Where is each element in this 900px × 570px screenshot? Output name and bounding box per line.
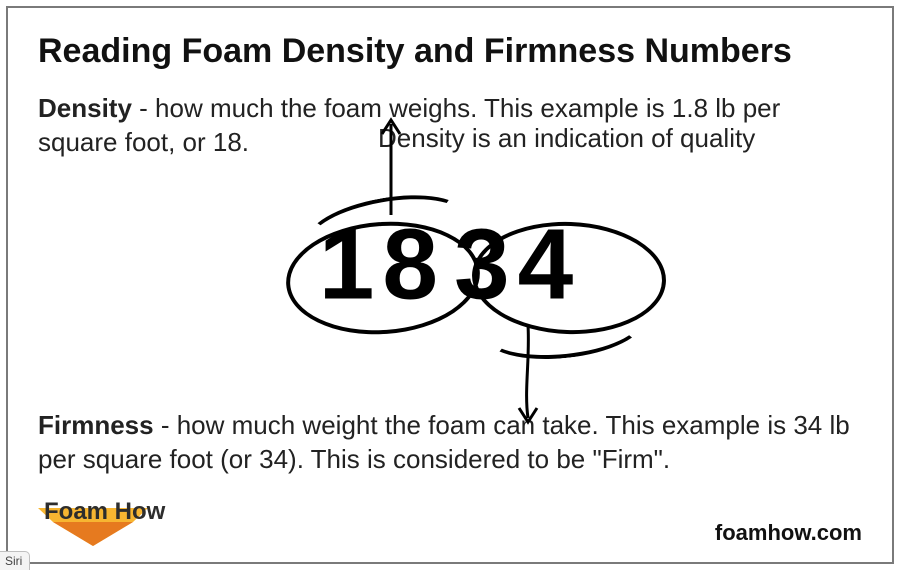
density-lead: Density bbox=[38, 93, 132, 123]
footer: Foam How foamhow.com bbox=[38, 498, 862, 546]
foamhow-logo: Foam How bbox=[38, 498, 178, 546]
arrow-up-icon bbox=[376, 110, 406, 220]
page-title: Reading Foam Density and Firmness Number… bbox=[38, 32, 862, 71]
infographic-frame: Reading Foam Density and Firmness Number… bbox=[6, 6, 894, 564]
foam-code-diagram: 1834 bbox=[38, 170, 862, 360]
site-url: foamhow.com bbox=[715, 520, 862, 546]
firmness-lead: Firmness bbox=[38, 410, 154, 440]
firmness-text: - how much weight the foam can take. Thi… bbox=[38, 410, 850, 474]
logo-text: Foam How bbox=[44, 498, 165, 526]
siri-tag: Siri bbox=[0, 551, 30, 570]
density-note: Density is an indication of quality bbox=[378, 123, 755, 154]
arrow-down-icon bbox=[508, 320, 548, 430]
firmness-paragraph: Firmness - how much weight the foam can … bbox=[38, 408, 862, 477]
